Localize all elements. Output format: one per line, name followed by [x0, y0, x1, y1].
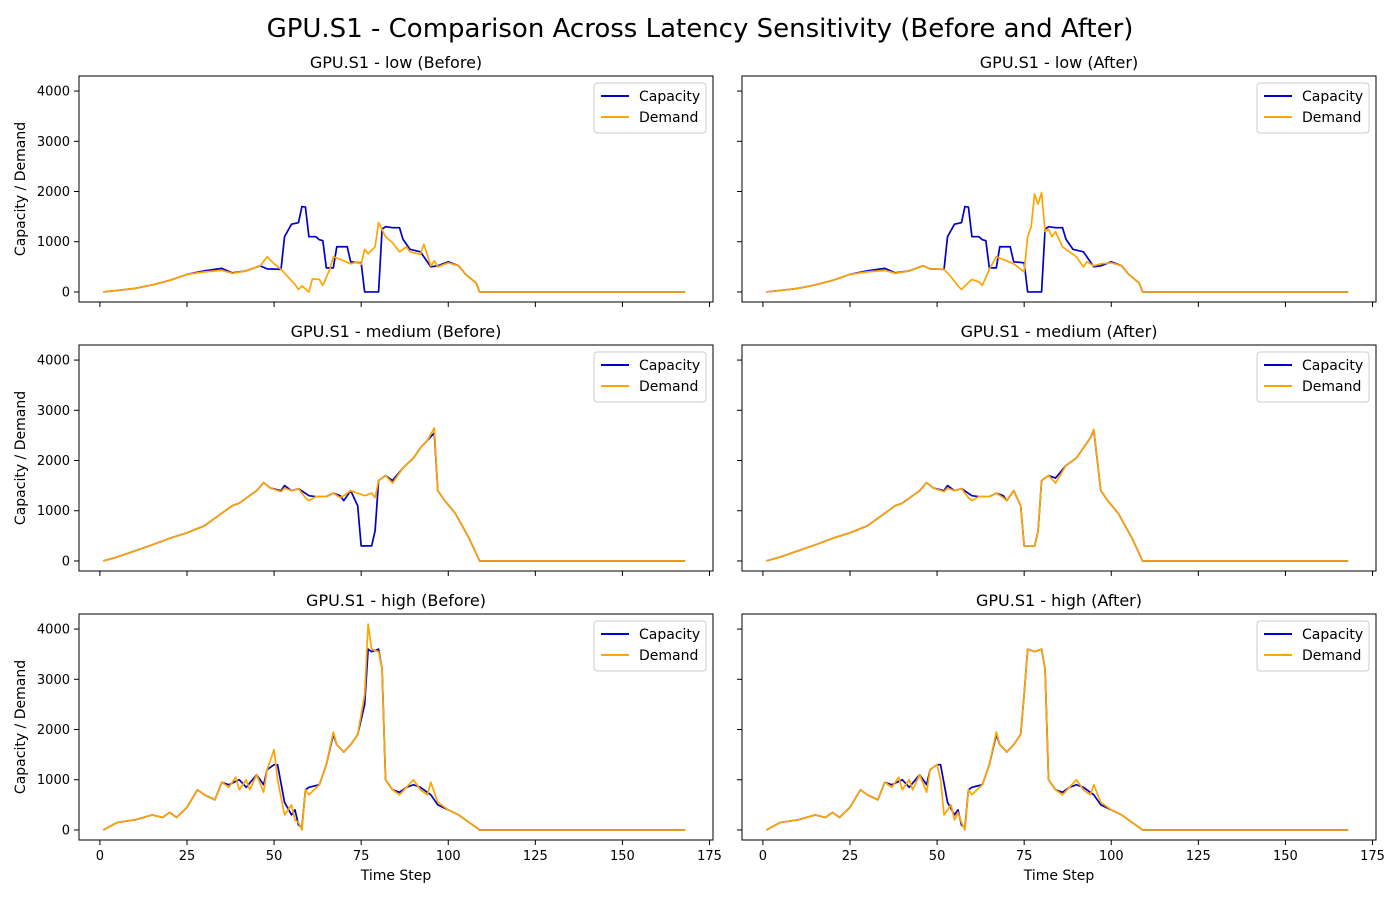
chart-1-frame	[741, 75, 1377, 303]
chart-4-panel: GPU.S1 - high (Before) 0 25 50 75 100 125 150 17…	[13, 591, 722, 884]
chart-2-panel: GPU.S1 - medium (Before) 0 1000 2000 3000 400…	[13, 322, 714, 576]
chart-5-legend: Capacity Demand	[1256, 620, 1370, 672]
chart-5-xtick-label: 75	[1016, 849, 1033, 864]
chart-4-ytick-label: 0	[62, 823, 70, 838]
chart-4-ytick-label: 4000	[37, 623, 70, 638]
chart-5-xlabel: Time Step	[1023, 868, 1095, 884]
chart-4-series-demand-line	[102, 623, 686, 831]
chart-1-title: GPU.S1 - low (After)	[980, 53, 1138, 72]
chart-3-legend-label-capacity: Capacity	[1302, 358, 1363, 374]
chart-5-xtick-label: 25	[842, 849, 859, 864]
chart-4-xtick-label: 25	[179, 849, 196, 864]
chart-4-xtick-label: 75	[353, 849, 370, 864]
chart-4-legend: Capacity Demand	[593, 620, 707, 672]
chart-0-ytick-label: 4000	[37, 85, 70, 100]
chart-4-legend-label-capacity: Capacity	[639, 627, 700, 643]
chart-1-legend-label-capacity: Capacity	[1302, 89, 1363, 105]
chart-4-xtick-label: 50	[266, 849, 283, 864]
chart-4-xtick-label: 175	[697, 849, 722, 864]
chart-0-panel: GPU.S1 - low (Before) 0 1000 2000 3000 4000 Ca…	[13, 53, 714, 307]
chart-1-panel: GPU.S1 - low (After) Capacity Demand	[737, 53, 1377, 307]
chart-5-series-demand-line	[765, 648, 1349, 831]
chart-4-title: GPU.S1 - high (Before)	[306, 591, 486, 610]
chart-5-xtick-label: 100	[1099, 849, 1124, 864]
chart-0-series-capacity-line	[103, 205, 686, 293]
chart-0-ylabel: Capacity / Demand	[13, 122, 29, 256]
chart-2-series-demand-line	[103, 427, 686, 562]
chart-4-xtick-label: 125	[523, 849, 548, 864]
chart-5-xtick-label: 125	[1186, 849, 1211, 864]
chart-5-xtick-label: 0	[759, 849, 767, 864]
chart-0-ytick-label: 0	[62, 285, 70, 300]
chart-0-frame	[78, 75, 714, 303]
chart-2-ytick-label: 0	[62, 554, 70, 569]
chart-2-legend: Capacity Demand	[593, 351, 707, 403]
chart-0-ytick-label: 2000	[37, 185, 70, 200]
chart-2-ytick-label: 1000	[37, 504, 70, 519]
chart-0-ytick-label: 3000	[37, 135, 70, 150]
chart-2-ylabel: Capacity / Demand	[13, 391, 29, 525]
chart-4-ylabel: Capacity / Demand	[13, 660, 29, 794]
chart-1-legend: Capacity Demand	[1256, 82, 1370, 134]
chart-4-ytick-label: 1000	[37, 773, 70, 788]
chart-3-panel: GPU.S1 - medium (After) Capacity Demand	[737, 322, 1377, 576]
chart-1-series-demand-line	[766, 191, 1349, 293]
chart-4-xtick-label: 0	[96, 849, 104, 864]
chart-3-frame	[741, 344, 1377, 572]
chart-3-series-demand-line	[766, 428, 1349, 562]
chart-5-legend-label-demand: Demand	[1302, 648, 1361, 664]
chart-2-legend-label-capacity: Capacity	[639, 358, 700, 374]
figure-title: GPU.S1 - Comparison Across Latency Sensi…	[267, 14, 1134, 44]
chart-5-xtick-label: 150	[1273, 849, 1298, 864]
chart-4-frame	[78, 613, 714, 841]
subplot-grid: GPU.S1 - low (Before)01000200030004000Ca…	[13, 53, 1385, 884]
chart-2-ytick-label: 3000	[37, 404, 70, 419]
chart-0-title: GPU.S1 - low (Before)	[310, 53, 482, 72]
chart-0-ytick-label: 1000	[37, 235, 70, 250]
chart-0-legend: Capacity Demand	[593, 82, 707, 134]
chart-5-xtick-label: 175	[1360, 849, 1385, 864]
chart-0-legend-label-capacity: Capacity	[639, 89, 700, 105]
chart-2-frame	[78, 344, 714, 572]
chart-4-xlabel: Time Step	[360, 868, 432, 884]
chart-3-legend: Capacity Demand	[1256, 351, 1370, 403]
chart-5-panel: GPU.S1 - high (After) 0 25 50 75 100 125 150 175…	[737, 591, 1385, 884]
chart-0-series-demand-line	[103, 221, 686, 293]
chart-2-title: GPU.S1 - medium (Before)	[291, 322, 502, 341]
chart-2-ytick-label: 2000	[37, 454, 70, 469]
chart-5-xtick-label: 50	[929, 849, 946, 864]
chart-2-ytick-label: 4000	[37, 354, 70, 369]
chart-3-title: GPU.S1 - medium (After)	[961, 322, 1158, 341]
chart-2-legend-label-demand: Demand	[639, 379, 698, 395]
chart-5-frame	[741, 613, 1377, 841]
chart-4-ytick-label: 2000	[37, 723, 70, 738]
chart-0-legend-label-demand: Demand	[639, 110, 698, 126]
chart-5-legend-label-capacity: Capacity	[1302, 627, 1363, 643]
chart-5-title: GPU.S1 - high (After)	[976, 591, 1142, 610]
chart-4-xtick-label: 150	[610, 849, 635, 864]
chart-4-xtick-label: 100	[436, 849, 461, 864]
chart-3-legend-label-demand: Demand	[1302, 379, 1361, 395]
chart-1-legend-label-demand: Demand	[1302, 110, 1361, 126]
chart-4-ytick-label: 3000	[37, 673, 70, 688]
chart-4-legend-label-demand: Demand	[639, 648, 698, 664]
